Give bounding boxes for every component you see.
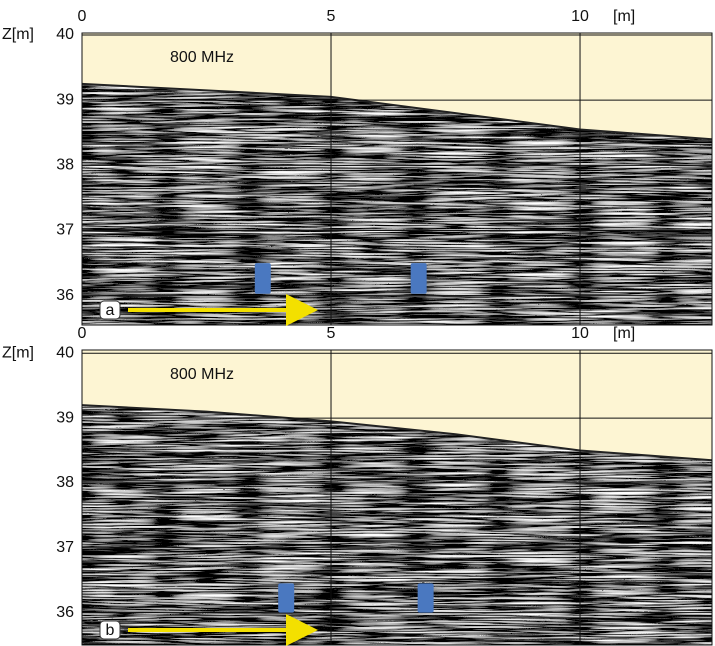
y-tick-label: 38 (56, 474, 74, 491)
air-fill (82, 350, 712, 461)
x-axis-label: [m] (613, 8, 635, 25)
y-tick-label: 37 (56, 539, 74, 556)
y-tick-label: 37 (56, 222, 74, 239)
marker (417, 583, 434, 613)
marker (254, 263, 271, 294)
y-tick-label: 36 (56, 604, 74, 621)
panel-label: a (106, 302, 115, 319)
ground-surface (82, 82, 712, 141)
x-tick-label: 0 (78, 8, 87, 25)
x-tick-label: 5 (327, 8, 336, 25)
y-axis-label: Z[m] (2, 344, 34, 361)
y-tick-label: 36 (56, 287, 74, 304)
x-tick-label: 10 (571, 325, 589, 342)
x-tick-label: 10 (571, 8, 589, 25)
x-tick-label: 5 (327, 325, 336, 342)
marker (278, 583, 295, 613)
y-tick-label: 39 (56, 91, 74, 108)
x-tick-label: 0 (78, 325, 87, 342)
air-fill (82, 33, 712, 140)
panel-label-box (99, 300, 121, 320)
panel-label-box (99, 620, 121, 640)
x-axis-label: [m] (613, 325, 635, 342)
panel: 36 37 38 39 400 5 10 [m] Z[m] 800 MHz b (2, 325, 713, 646)
plot-border (81, 32, 713, 326)
plot-border (81, 349, 713, 646)
annotation: 800 MHz (170, 366, 234, 383)
annotation: 800 MHz (170, 49, 234, 66)
y-tick-label: 39 (56, 409, 74, 426)
marker (410, 263, 427, 294)
panel-label: b (106, 622, 115, 639)
y-axis-label: Z[m] (2, 26, 34, 43)
y-tick-label: 40 (56, 344, 74, 361)
y-tick-label: 38 (56, 157, 74, 174)
panel: 36 37 38 39 400 5 10 [m] Z[m] 800 MHz a (2, 8, 713, 326)
y-tick-label: 40 (56, 26, 74, 43)
ground-surface (82, 404, 712, 462)
